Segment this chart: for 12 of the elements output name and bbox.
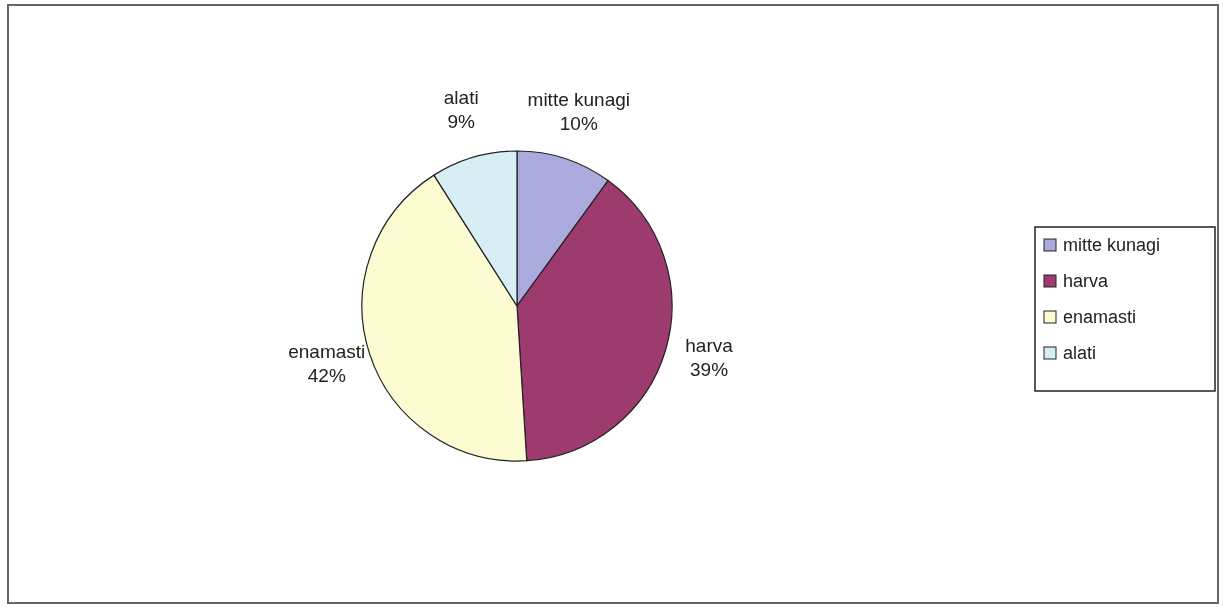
legend-label: alati <box>1063 343 1097 363</box>
slice-label: alati <box>443 86 479 108</box>
slice-label: enamasti <box>288 340 366 362</box>
data-label: 9% <box>447 110 476 132</box>
legend-label: harva <box>1063 271 1110 291</box>
data-label: 39% <box>690 358 729 380</box>
data-label: 42% <box>307 364 346 386</box>
slice-label: mitte kunagi <box>527 88 631 110</box>
legend-label: mitte kunagi <box>1063 235 1161 255</box>
data-label: 10% <box>559 112 598 134</box>
legend-label: enamasti <box>1063 307 1137 327</box>
slice-label: harva <box>685 334 734 356</box>
